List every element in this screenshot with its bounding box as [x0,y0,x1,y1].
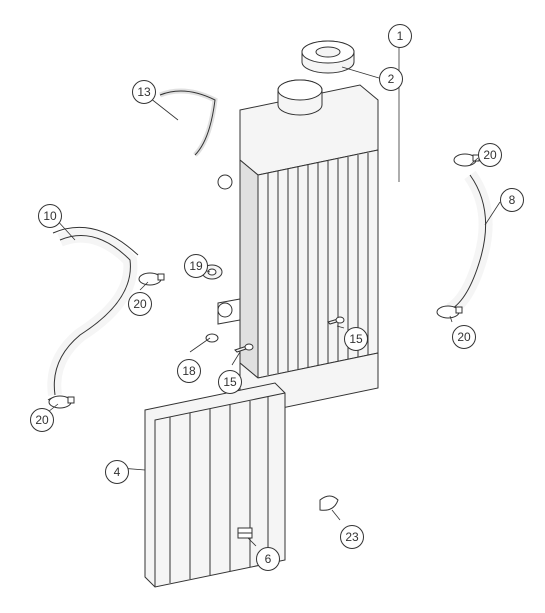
hose-clamp-right-lower [437,306,462,318]
cable-tie [320,496,338,510]
callout-20-d: 20 [30,408,54,432]
callout-2: 2 [379,67,403,91]
hose-clamp-left-upper [139,273,164,285]
callout-15-b: 15 [218,370,242,394]
callout-23: 23 [340,525,364,549]
callout-15-a: 15 [344,327,368,351]
callout-10: 10 [38,204,62,228]
callout-18: 18 [177,359,201,383]
washer [206,334,218,342]
callout-13: 13 [132,80,156,104]
hose-clamp-left-lower [49,396,74,408]
hose-overflow [160,91,215,155]
callout-20-c: 20 [452,325,476,349]
callout-4: 4 [105,460,129,484]
callout-20-a: 20 [478,143,502,167]
callout-19: 19 [184,254,208,278]
hose-right [450,175,486,310]
callout-20-b: 20 [128,292,152,316]
callout-8: 8 [500,188,524,212]
hose-left [48,227,138,400]
clip-nut [238,528,252,538]
callout-1: 1 [388,24,412,48]
radiator-body [218,80,378,413]
callout-6: 6 [256,547,280,571]
parts-diagram-canvas [0,0,545,613]
